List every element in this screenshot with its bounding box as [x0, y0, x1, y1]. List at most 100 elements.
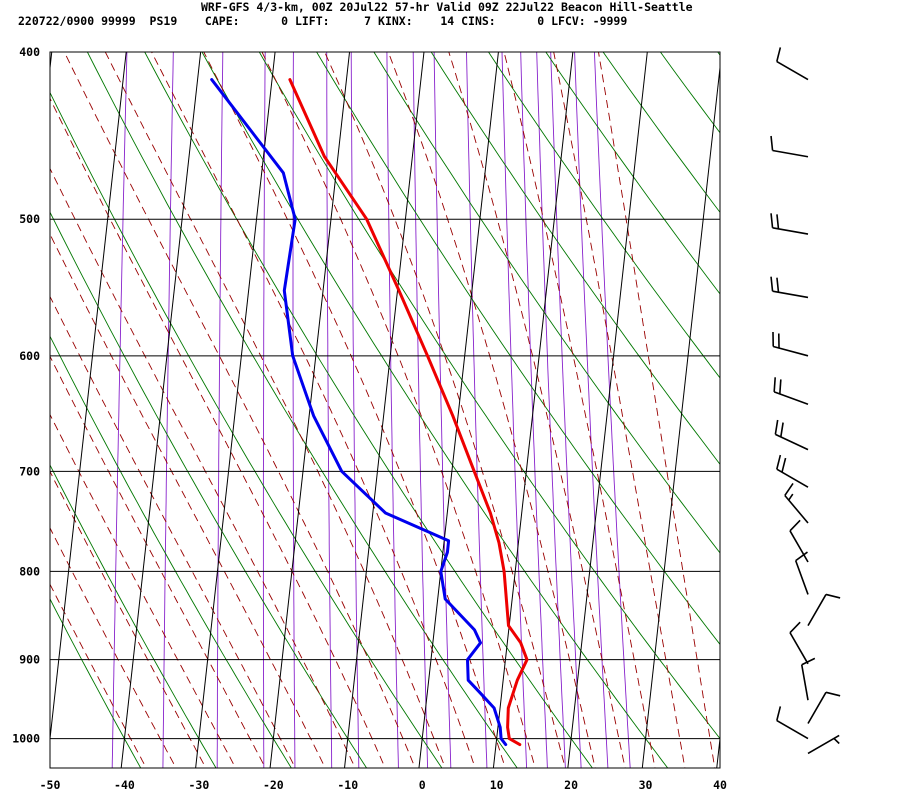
- wind-barb: [774, 419, 809, 451]
- isotherm: [120, 52, 202, 768]
- wind-barb: [807, 593, 841, 626]
- mixing-ratio-line: [593, 52, 631, 768]
- barb-feather: [776, 277, 780, 293]
- model-run-title: WRF-GFS 4/3-km, 00Z 20Jul22 57-hr Valid …: [201, 0, 693, 14]
- moist-adiabat: [324, 52, 566, 768]
- barb-feather: [776, 706, 782, 721]
- mixing-ratio-line: [550, 52, 582, 768]
- moist-adiabat: [50, 470, 207, 768]
- x-tick-label: -20: [263, 778, 284, 792]
- wind-barb: [784, 482, 809, 524]
- barb-staff: [807, 691, 827, 724]
- wind-barb: [807, 734, 840, 755]
- wind-barb: [789, 519, 809, 563]
- wind-barb: [807, 691, 841, 724]
- barb-feather: [825, 691, 841, 697]
- moist-adiabat: [104, 52, 446, 768]
- dry-adiabat: [430, 52, 720, 465]
- wind-barb: [789, 621, 809, 665]
- mixing-ratio-line: [162, 52, 174, 768]
- barb-staff: [789, 632, 809, 665]
- wind-barb: [794, 551, 809, 595]
- barb-feather: [773, 377, 776, 392]
- moist-adiabat: [50, 583, 147, 768]
- x-tick-label: 30: [639, 778, 653, 792]
- moist-adiabat: [50, 167, 356, 768]
- barb-half-feather: [788, 493, 794, 501]
- barb-staff: [776, 719, 809, 740]
- barb-feather: [789, 519, 801, 532]
- barb-feather: [825, 593, 841, 599]
- moist-adiabat: [598, 52, 716, 768]
- x-tick-label: 40: [713, 778, 727, 792]
- barb-feather: [780, 422, 784, 438]
- isotherm: [492, 52, 574, 768]
- dry-adiabat: [602, 52, 720, 214]
- mixing-ratio-line: [520, 52, 548, 768]
- barb-feather: [781, 457, 787, 473]
- y-tick-label: 400: [19, 45, 40, 59]
- x-tick-label: 10: [490, 778, 504, 792]
- wind-barb: [772, 331, 809, 357]
- moist-adiabat: [503, 52, 656, 768]
- wind-barb: [773, 377, 809, 405]
- barb-feather: [776, 454, 782, 470]
- barb-staff: [776, 60, 809, 81]
- isotherm: [716, 734, 720, 768]
- moist-adiabat: [387, 52, 596, 768]
- moist-adiabat: [50, 233, 326, 768]
- mixing-ratio-line: [433, 52, 452, 768]
- isotherm: [195, 52, 276, 768]
- y-tick-label: 1000: [12, 732, 40, 746]
- x-tick-label: 20: [564, 778, 578, 792]
- isotherm: [344, 52, 425, 768]
- barb-staff: [772, 227, 809, 235]
- y-tick-label: 800: [19, 564, 40, 578]
- dry-adiabat: [373, 52, 720, 554]
- wind-barb: [770, 135, 809, 158]
- barb-staff: [772, 149, 809, 158]
- dry-adiabat: [50, 598, 142, 768]
- dry-adiabat: [832, 52, 900, 768]
- barb-feather: [770, 276, 774, 292]
- barb-staff: [807, 594, 827, 626]
- mixing-ratio-line: [536, 52, 566, 768]
- wind-barb: [800, 657, 816, 701]
- barb-staff: [794, 560, 809, 595]
- axis-labels: -50 -40 -30 -20 -10 0 10 20 30 40 400 500 600 700 800 9…: [12, 45, 727, 792]
- mixing-ratio-line: [326, 52, 333, 768]
- barb-staff: [789, 530, 809, 563]
- barb-feather: [801, 657, 816, 666]
- barb-staff: [800, 664, 809, 701]
- wind-barbs: [770, 47, 841, 755]
- y-tick-label: 900: [19, 653, 40, 667]
- mixing-ratio-line: [292, 52, 296, 768]
- background-grid: [50, 52, 900, 768]
- barb-half-feather: [833, 737, 840, 745]
- moist-adiabat: [50, 526, 177, 768]
- mixing-ratio-line: [262, 52, 266, 768]
- mixing-ratio-line: [574, 52, 609, 768]
- moist-adiabat: [50, 413, 237, 768]
- y-tick-label: 700: [19, 464, 40, 478]
- dry-adiabat: [50, 211, 367, 768]
- mixing-ratio-line: [501, 52, 528, 768]
- plot-frame: [49, 51, 721, 769]
- barb-feather: [789, 621, 801, 634]
- barb-feather: [770, 213, 774, 228]
- isotherm: [50, 52, 127, 744]
- wind-barb: [776, 47, 809, 81]
- dry-adiabat: [50, 335, 292, 768]
- mixing-ratio-line: [466, 52, 488, 768]
- barb-feather: [776, 47, 782, 62]
- wind-barb: [770, 213, 809, 235]
- barb-feather: [784, 482, 794, 496]
- wind-barb: [770, 276, 809, 299]
- barb-staff: [772, 290, 809, 299]
- dry-adiabat: [488, 52, 720, 379]
- dry-adiabat: [775, 52, 900, 768]
- barb-feather: [779, 379, 782, 394]
- dry-adiabat: [890, 52, 900, 768]
- dry-adiabat: [201, 52, 669, 768]
- isotherm: [269, 52, 351, 768]
